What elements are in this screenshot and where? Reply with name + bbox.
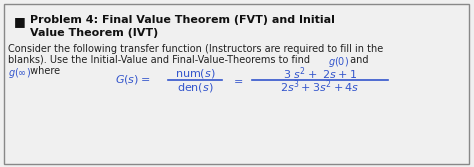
Text: $3\ s^2 +\ 2s + 1$: $3\ s^2 +\ 2s + 1$ — [283, 66, 357, 82]
Text: Value Theorem (IVT): Value Theorem (IVT) — [30, 28, 158, 38]
FancyBboxPatch shape — [4, 4, 469, 164]
Text: $G(s) =$: $G(s) =$ — [115, 73, 150, 87]
Text: ■: ■ — [14, 15, 26, 28]
Text: blanks). Use the Initial-Value and Final-Value-Theorems to find: blanks). Use the Initial-Value and Final… — [8, 55, 313, 65]
Text: and: and — [347, 55, 368, 65]
Text: where: where — [27, 66, 60, 76]
Text: num$(s)$: num$(s)$ — [175, 67, 215, 80]
Text: $g(0)$: $g(0)$ — [328, 55, 349, 69]
Text: $g(\infty)$: $g(\infty)$ — [8, 66, 31, 80]
Text: $2s^3 + 3s^2 + 4s$: $2s^3 + 3s^2 + 4s$ — [281, 79, 360, 95]
Text: den$(s)$: den$(s)$ — [177, 80, 213, 94]
Text: Problem 4: Final Value Theorem (FVT) and Initial: Problem 4: Final Value Theorem (FVT) and… — [30, 15, 335, 25]
Text: Consider the following transfer function (Instructors are required to fill in th: Consider the following transfer function… — [8, 44, 383, 54]
Text: $=$: $=$ — [231, 75, 243, 85]
